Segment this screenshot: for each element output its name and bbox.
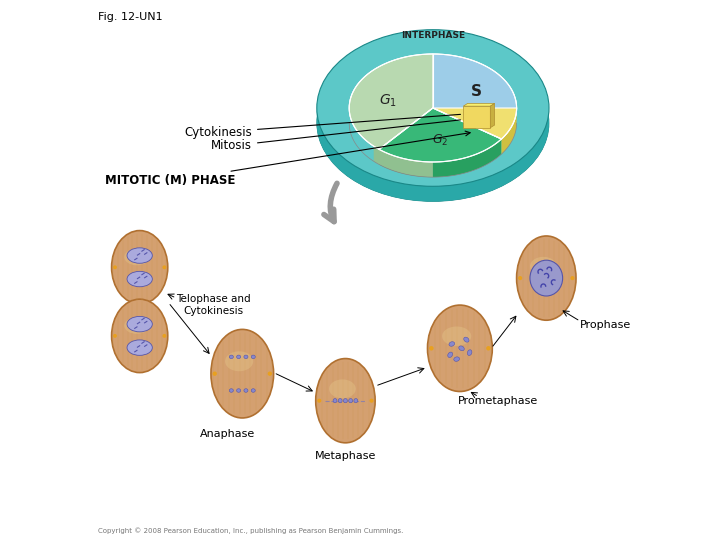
Ellipse shape — [237, 389, 240, 392]
Polygon shape — [490, 104, 495, 128]
Ellipse shape — [237, 355, 240, 359]
Text: INTERPHASE: INTERPHASE — [401, 31, 465, 40]
Ellipse shape — [125, 318, 150, 334]
Ellipse shape — [127, 248, 153, 264]
Polygon shape — [349, 54, 433, 150]
Text: Telophase and
Cytokinesis: Telophase and Cytokinesis — [176, 294, 251, 316]
Polygon shape — [433, 108, 517, 139]
Ellipse shape — [127, 271, 153, 287]
Ellipse shape — [112, 299, 168, 373]
Ellipse shape — [333, 399, 337, 403]
Ellipse shape — [229, 355, 233, 359]
Text: Cytokinesis: Cytokinesis — [184, 114, 461, 139]
Text: Fig. 12-UN1: Fig. 12-UN1 — [98, 12, 163, 22]
Ellipse shape — [317, 30, 549, 186]
Ellipse shape — [244, 389, 248, 392]
Ellipse shape — [112, 231, 168, 304]
Polygon shape — [433, 54, 516, 139]
Ellipse shape — [442, 327, 472, 346]
Circle shape — [113, 265, 117, 269]
Ellipse shape — [354, 399, 358, 403]
Polygon shape — [379, 108, 501, 162]
Ellipse shape — [125, 249, 150, 265]
Text: Copyright © 2008 Pearson Education, Inc., publishing as Pearson Benjamin Cumming: Copyright © 2008 Pearson Education, Inc.… — [98, 527, 403, 534]
Ellipse shape — [329, 380, 356, 399]
Text: $G_1$: $G_1$ — [379, 92, 397, 109]
Polygon shape — [463, 104, 495, 106]
Polygon shape — [374, 146, 433, 177]
Ellipse shape — [448, 352, 453, 357]
Text: Metaphase: Metaphase — [315, 451, 376, 461]
Polygon shape — [463, 106, 490, 128]
Text: MITOTIC (M) PHASE: MITOTIC (M) PHASE — [105, 131, 470, 187]
Circle shape — [369, 399, 374, 403]
Circle shape — [518, 276, 522, 280]
Ellipse shape — [348, 54, 517, 162]
Ellipse shape — [530, 260, 562, 296]
Ellipse shape — [338, 399, 342, 403]
Circle shape — [163, 265, 166, 269]
Circle shape — [163, 334, 166, 338]
Ellipse shape — [530, 257, 557, 276]
Text: Anaphase: Anaphase — [200, 429, 256, 438]
Polygon shape — [317, 108, 549, 201]
Ellipse shape — [317, 45, 549, 201]
Ellipse shape — [428, 305, 492, 392]
Text: Prophase: Prophase — [580, 320, 631, 330]
Circle shape — [570, 276, 575, 280]
Ellipse shape — [229, 389, 233, 392]
Circle shape — [318, 399, 321, 403]
Ellipse shape — [211, 329, 274, 418]
Circle shape — [212, 372, 217, 376]
Circle shape — [486, 346, 491, 350]
Ellipse shape — [127, 340, 153, 355]
Ellipse shape — [454, 357, 459, 361]
Ellipse shape — [464, 337, 469, 342]
Ellipse shape — [251, 389, 256, 392]
Text: S: S — [471, 84, 482, 99]
Ellipse shape — [315, 359, 375, 443]
Ellipse shape — [348, 399, 353, 403]
Text: Mitosis: Mitosis — [211, 120, 461, 152]
Ellipse shape — [251, 355, 256, 359]
Circle shape — [113, 334, 117, 338]
Polygon shape — [501, 108, 517, 154]
Ellipse shape — [225, 352, 253, 371]
Polygon shape — [379, 139, 501, 177]
Ellipse shape — [244, 355, 248, 359]
Ellipse shape — [449, 342, 454, 346]
Text: $G_2$: $G_2$ — [432, 132, 448, 147]
Polygon shape — [349, 108, 517, 177]
Text: Prometaphase: Prometaphase — [458, 396, 538, 406]
Circle shape — [268, 372, 272, 376]
Ellipse shape — [467, 350, 472, 355]
Ellipse shape — [343, 399, 347, 403]
Ellipse shape — [516, 236, 576, 320]
Ellipse shape — [127, 316, 153, 332]
Ellipse shape — [459, 346, 464, 350]
Circle shape — [429, 346, 433, 350]
